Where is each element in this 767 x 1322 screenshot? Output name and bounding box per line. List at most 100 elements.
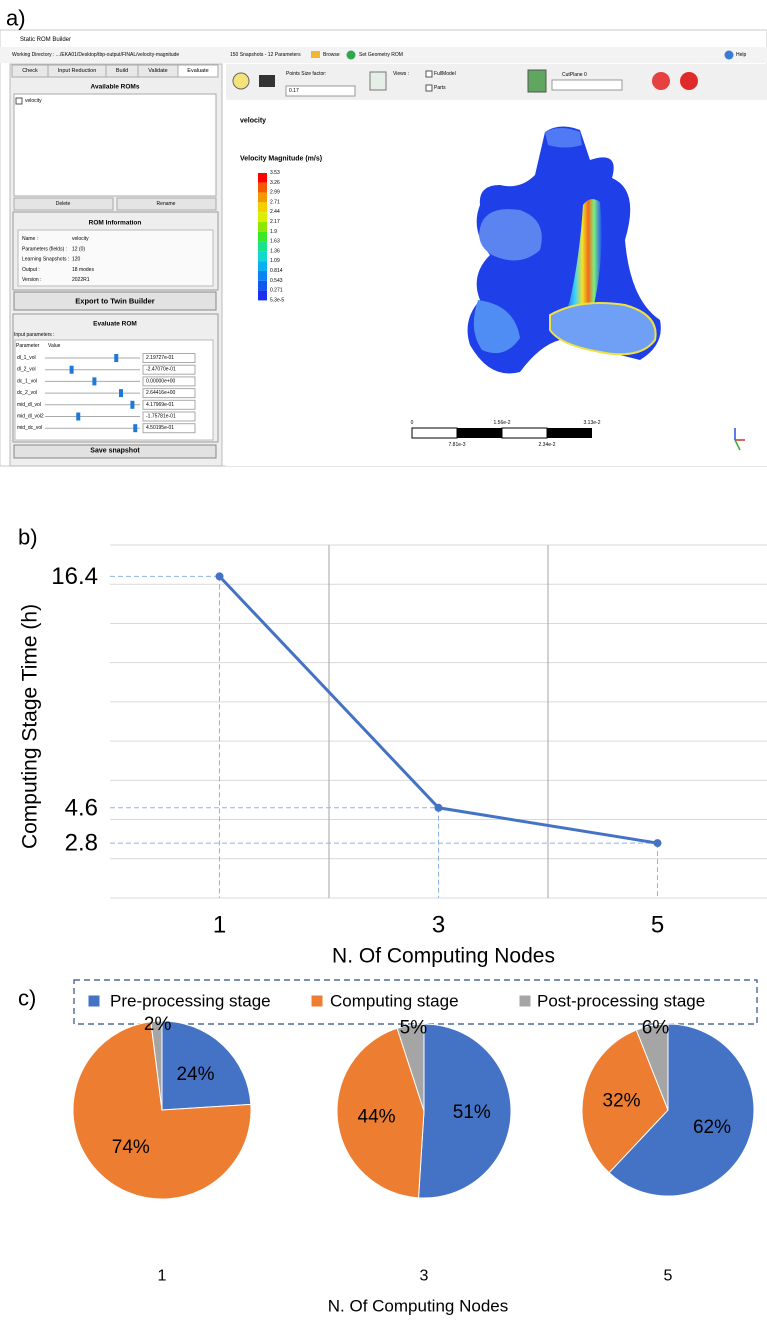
color-bar-segment [258, 202, 267, 213]
pie-label: 3 [420, 1268, 429, 1285]
color-bar-label: 2.44 [270, 209, 280, 215]
icon[interactable] [346, 50, 356, 60]
icon[interactable] [369, 71, 387, 91]
data-label: 62% [693, 1117, 731, 1138]
toolbar-label: Parts [434, 85, 446, 91]
icon[interactable] [259, 75, 275, 87]
legend-box [73, 979, 758, 1025]
browse-button[interactable]: Browse [323, 52, 340, 58]
button-label: Save snapshot [90, 448, 140, 455]
y-tick-label: 16.4 [51, 563, 98, 590]
icon[interactable] [680, 72, 698, 90]
panel-label: c) [18, 986, 36, 1011]
button[interactable] [13, 444, 217, 459]
param-value: -2.47070e-01 [146, 367, 176, 373]
param-name: dc_1_vol [17, 378, 37, 384]
value-box[interactable] [142, 376, 196, 387]
data-label: 6% [642, 1018, 670, 1039]
data-label: 24% [176, 1064, 214, 1085]
info-key: Version : [22, 277, 41, 283]
column-header: Value [48, 343, 61, 349]
button[interactable] [13, 291, 217, 311]
tab-label: Evaluate [187, 68, 208, 74]
param-value: 2.64416e+00 [146, 390, 176, 396]
rom-list [13, 93, 217, 197]
help-button[interactable]: Help [736, 52, 747, 58]
toolbar-label: Points Size factor: [286, 71, 326, 77]
scale-bar [457, 428, 502, 438]
pie-slice [396, 1023, 425, 1112]
color-bar-label: 2.71 [270, 199, 280, 205]
rom-info-inner [17, 229, 214, 287]
legend-swatch [518, 994, 532, 1008]
x-axis-label: N. Of Computing Nodes [328, 1297, 508, 1316]
input[interactable] [285, 85, 356, 97]
info-key: Output : [22, 267, 40, 273]
color-bar-segment [258, 222, 267, 232]
slider-thumb[interactable] [133, 424, 138, 433]
param-value: -1.75781e-01 [146, 414, 176, 420]
x-tick-label: 5 [651, 912, 664, 939]
icon[interactable] [311, 51, 320, 58]
slider-thumb[interactable] [76, 412, 81, 421]
slider-thumb[interactable] [114, 354, 119, 362]
color-bar-label: 0.543 [270, 278, 283, 284]
scale-bar [547, 428, 592, 438]
color-bar-segment [258, 241, 267, 252]
toolbar-value: 0.17 [289, 88, 299, 94]
color-bar-segment [258, 231, 267, 242]
scale-bar [411, 427, 458, 439]
toolbar-label: Views : [393, 71, 409, 77]
info-key: Name : [22, 236, 38, 242]
value-box[interactable] [142, 411, 196, 422]
pie-slice [608, 1023, 755, 1197]
color-bar-label: 1.09 [270, 258, 280, 264]
value-box[interactable] [142, 423, 196, 434]
checkbox[interactable] [425, 70, 433, 78]
working-directory: Working Directory : .../EKA01/Desktop/tb… [12, 52, 179, 58]
legend-title: Velocity Magnitude (m/s) [240, 156, 322, 163]
value-box[interactable] [142, 364, 196, 375]
pie-label: 1 [158, 1268, 167, 1285]
legend-swatch [87, 994, 101, 1008]
scale-label: 1.56e-2 [494, 420, 511, 426]
input[interactable] [551, 79, 623, 91]
slider-thumb[interactable] [130, 400, 135, 409]
geometry-button[interactable]: Set Geometry ROM [359, 52, 403, 58]
tab[interactable] [177, 64, 219, 78]
y-axis-label: Computing Stage Time (h) [19, 604, 42, 849]
data-label: 5% [400, 1017, 428, 1038]
info-key: Learning Snapshots : [22, 257, 69, 263]
pie-slice [161, 1020, 252, 1111]
icon[interactable] [724, 50, 734, 60]
param-name: mid_dl_vol2 [17, 414, 44, 420]
slider-thumb[interactable] [119, 389, 123, 398]
scale-label: 0 [411, 420, 414, 426]
button-label: Rename [157, 201, 176, 207]
slider-thumb[interactable] [92, 377, 97, 386]
value-box[interactable] [142, 399, 196, 410]
icon[interactable] [527, 69, 547, 93]
icon[interactable] [232, 72, 250, 90]
scale-label: 7.81e-3 [449, 442, 466, 448]
data-label: 44% [358, 1106, 396, 1127]
button[interactable] [13, 197, 114, 211]
color-bar-label: 1.63 [270, 239, 280, 245]
value-box[interactable] [142, 353, 196, 363]
value-box[interactable] [142, 388, 196, 399]
checkbox[interactable] [15, 97, 23, 105]
tab-label: Build [116, 68, 128, 74]
param-value: 2.19727e-01 [146, 355, 174, 361]
button[interactable] [116, 197, 217, 211]
legend-swatch [310, 994, 324, 1008]
rom-item: velocity [25, 98, 42, 104]
evaluate-box [12, 313, 219, 443]
slider-thumb[interactable] [69, 365, 74, 374]
color-bar-label: 3.26 [270, 180, 280, 186]
checkbox[interactable] [425, 84, 433, 92]
color-bar-label: 0.271 [270, 288, 283, 294]
window-title: Static ROM Builder [20, 37, 71, 43]
color-bar-label: 1.9 [270, 229, 277, 235]
toolbar-label: CutPlane 0 [562, 72, 587, 78]
icon[interactable] [652, 72, 670, 90]
